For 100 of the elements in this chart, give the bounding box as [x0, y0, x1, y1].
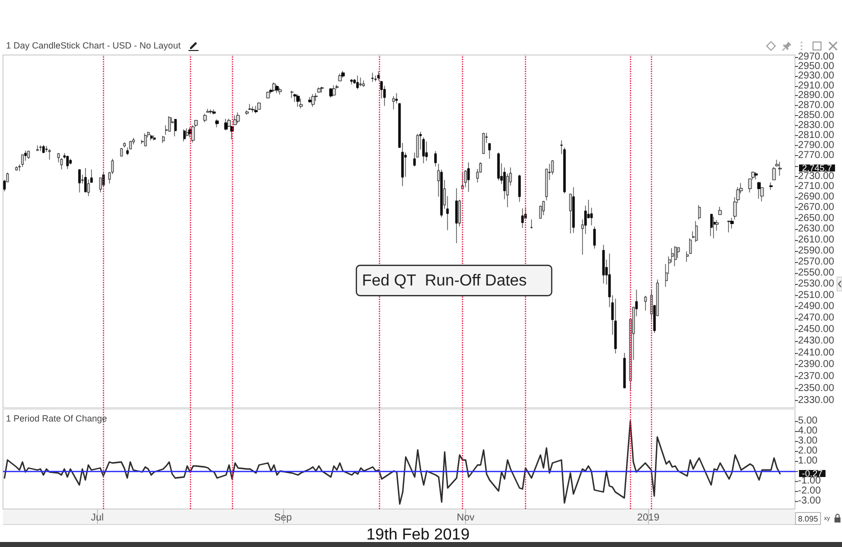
candlestick — [377, 71, 380, 81]
candlestick — [120, 148, 123, 156]
y-tick-label: 2930.00 — [798, 70, 835, 82]
candlestick — [434, 150, 437, 167]
y-tick-label: 3.00 — [798, 436, 818, 446]
candlestick — [215, 119, 219, 128]
y-tick-label: 2530.00 — [798, 278, 835, 290]
y-tick-label: 2350.00 — [798, 383, 835, 394]
candlestick — [224, 118, 228, 131]
candlestick — [710, 214, 713, 236]
y-tick-label: -2.00 — [798, 486, 822, 496]
candlestick — [359, 77, 362, 87]
candlestick — [48, 148, 51, 160]
candlestick — [521, 208, 524, 228]
y-tick-label: 2650.00 — [798, 212, 835, 224]
candlestick — [772, 166, 776, 180]
candlestick — [174, 118, 177, 137]
y-tick-label: 2470.00 — [798, 312, 835, 324]
candlestick — [602, 244, 605, 284]
candlestick — [144, 133, 147, 146]
y-tick-label: 2570.00 — [798, 256, 835, 268]
candlestick — [162, 136, 165, 144]
candlestick — [42, 144, 45, 154]
y-tick-label: 2.00 — [798, 446, 818, 456]
candlestick — [183, 129, 186, 142]
candlestick — [623, 352, 626, 388]
y-tick-label: 2970.00 — [798, 51, 835, 62]
candlestick — [69, 158, 72, 165]
candlestick — [674, 246, 677, 266]
y-tick-label: 2870.00 — [798, 100, 835, 111]
chart-title: 1 Period Rate Of Change — [6, 414, 108, 424]
y-tick-label: 4.00 — [798, 426, 818, 436]
candlestick — [572, 186, 575, 234]
candlestick — [275, 84, 279, 94]
candlestick — [36, 145, 39, 151]
candlestick — [84, 168, 87, 193]
candlestick — [371, 72, 374, 82]
y-tick-label: 2630.00 — [798, 224, 835, 235]
y-tick-label: 2450.00 — [798, 324, 835, 336]
candlestick — [356, 75, 359, 90]
candlestick — [251, 106, 255, 113]
candlestick — [212, 109, 216, 115]
candlestick — [518, 174, 521, 202]
candlestick — [150, 134, 153, 141]
annotation: Fed QT Run-Off Dates — [362, 272, 527, 290]
candlestick — [66, 156, 69, 170]
candlestick — [488, 143, 491, 159]
candlestick — [39, 145, 42, 152]
y-tick-label: 2510.00 — [798, 290, 835, 301]
x-tick-label: Jul — [90, 512, 104, 524]
x-tick-label: Nov — [456, 512, 475, 524]
candlestick — [317, 87, 321, 93]
candlestick — [374, 75, 377, 82]
y-tick-label: 2730.00 — [798, 170, 835, 182]
candlestick — [203, 114, 207, 123]
candlestick — [299, 98, 303, 109]
candlestick — [695, 220, 698, 242]
candlestick — [168, 116, 171, 132]
candlestick — [278, 88, 282, 95]
y-tick-label: 2410.00 — [798, 347, 835, 358]
text: 2,745.7 — [802, 163, 832, 173]
candlestick — [718, 206, 722, 215]
candlestick — [206, 108, 210, 113]
y-tick-label: 2950.00 — [798, 60, 835, 72]
candlestick — [123, 142, 126, 148]
candlestick — [497, 152, 500, 181]
candlestick — [539, 205, 542, 219]
y-tick-label: 2810.00 — [798, 130, 835, 141]
candlestick — [614, 298, 617, 354]
candlestick — [698, 204, 701, 220]
candlestick — [713, 216, 716, 239]
candlestick — [272, 82, 276, 92]
y-tick-label: 2550.00 — [798, 267, 835, 278]
candlestick — [778, 162, 782, 176]
candlestick — [686, 251, 689, 262]
candlestick — [329, 88, 333, 98]
candlestick — [209, 109, 213, 114]
x-tick-label: 2019 — [637, 512, 660, 524]
candlestick — [757, 182, 761, 199]
y-tick-label: 2430.00 — [798, 336, 835, 347]
candlestick — [341, 70, 345, 78]
y-tick-label: 2690.00 — [798, 192, 835, 203]
candlestick — [362, 80, 365, 88]
candlestick — [593, 226, 596, 249]
candlestick — [308, 96, 312, 103]
candlestick — [644, 296, 647, 311]
y-tick-label: 2890.00 — [798, 90, 835, 102]
y-tick-label: 2390.00 — [798, 359, 835, 370]
chart-title: 1 Day CandleStick Chart - USD - No Layout — [6, 40, 182, 50]
candlestick — [266, 91, 270, 98]
text: 8.095 — [798, 514, 819, 524]
candlestick — [254, 106, 258, 114]
candlestick — [455, 188, 458, 244]
candlestick — [248, 104, 252, 110]
candlestick — [245, 110, 249, 116]
y-tick-label: 2790.00 — [798, 140, 835, 151]
y-tick-label: 2670.00 — [798, 202, 835, 214]
x-tick-label: Sep — [274, 512, 292, 524]
candlestick — [727, 220, 731, 233]
candlestick — [392, 96, 395, 110]
